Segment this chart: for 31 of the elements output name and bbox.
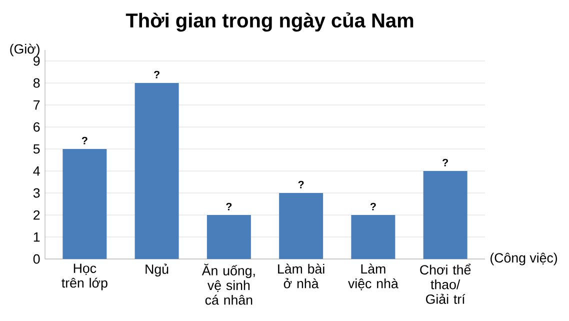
x-tick-label: Học trên lớp — [62, 264, 108, 290]
y-tick-label: 4 — [33, 166, 40, 176]
y-tick-label: 3 — [33, 188, 40, 198]
y-tick-label: 8 — [33, 78, 40, 88]
y-axis-title: (Giờ) — [10, 44, 40, 56]
data-label: ? — [442, 158, 448, 166]
x-axis-title: (Công việc) — [490, 252, 558, 266]
data-label: ? — [154, 70, 160, 78]
bar — [279, 192, 324, 259]
bar — [206, 214, 251, 259]
y-tick-label: 1 — [34, 232, 40, 242]
bar — [351, 214, 396, 259]
x-tick-label: Ăn uống, vệ sinh cá nhân — [202, 264, 255, 305]
data-label: ? — [370, 202, 376, 210]
x-tick-label: Ngủ — [146, 264, 168, 277]
y-tick-label: 0 — [33, 254, 40, 264]
x-tick-label: Làm bài ở nhà — [278, 264, 324, 288]
bar — [423, 170, 468, 259]
bar — [134, 83, 179, 259]
bar — [62, 148, 107, 259]
y-tick-label: 7 — [34, 100, 40, 110]
x-tick-label: Làm việc nhà — [348, 264, 398, 290]
data-label: ? — [82, 136, 88, 144]
y-tick-label: 2 — [34, 210, 40, 220]
data-label: ? — [298, 180, 304, 188]
y-tick-label: 9 — [34, 56, 40, 66]
x-tick-label: Chơi thể thao/ Giải trí — [420, 264, 471, 304]
data-label: ? — [226, 202, 232, 210]
y-tick-label: 6 — [34, 122, 40, 132]
y-tick-label: 5 — [33, 144, 40, 154]
chart-title: Thời gian trong ngày của Nam — [126, 12, 414, 32]
